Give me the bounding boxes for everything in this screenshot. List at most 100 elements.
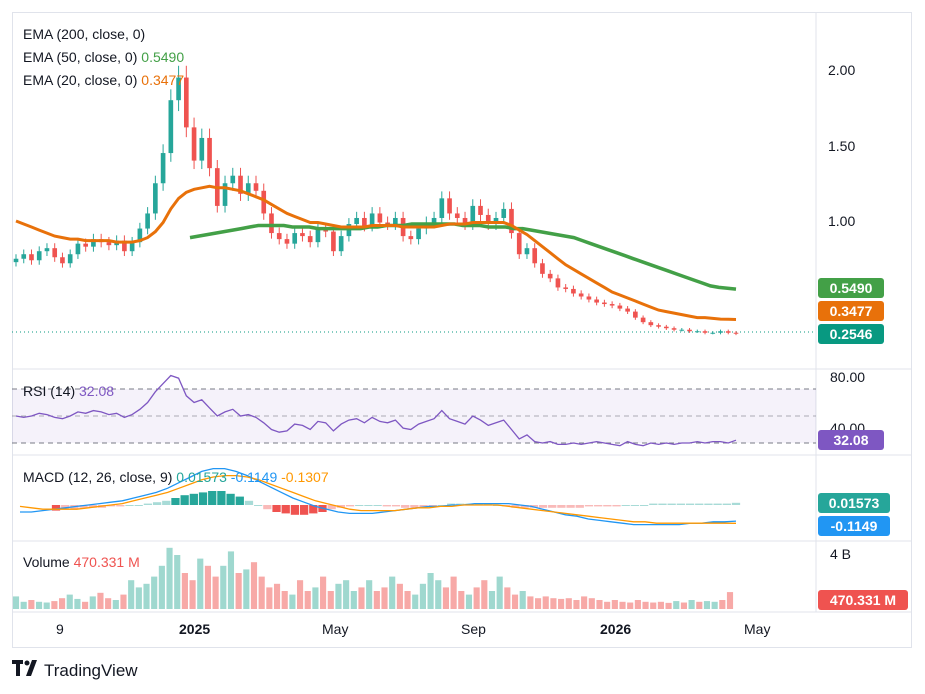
volume-bar [12, 596, 20, 609]
macd-histogram-bar [107, 505, 116, 507]
macd-histogram-bar [621, 505, 630, 506]
macd-histogram-bar [373, 505, 382, 506]
macd-histogram-bar [612, 505, 621, 507]
macd-histogram-bar [235, 496, 244, 505]
volume-label: Volume [23, 554, 70, 570]
volume-bar [634, 600, 641, 609]
candle-body [454, 213, 460, 218]
volume-bar [89, 596, 96, 609]
macd-histogram-bar [713, 503, 722, 505]
volume-bar [289, 594, 296, 609]
candle-body [671, 328, 677, 330]
candle-body [532, 248, 538, 264]
macd-histogram-bar [116, 505, 125, 507]
volume-bar [627, 602, 634, 609]
volume-bar [458, 591, 465, 609]
macd-histogram-bar [456, 503, 465, 505]
macd-histogram-bar [309, 505, 318, 514]
candle-body [408, 236, 414, 240]
candle-body [385, 222, 390, 225]
candle-body [60, 257, 65, 264]
candle-body [555, 278, 561, 288]
macd-histogram-bar [254, 505, 263, 506]
volume-bar [504, 587, 511, 609]
volume-bar [404, 591, 411, 609]
macd-histogram-bar [263, 505, 272, 510]
macd-histogram-bar [584, 505, 594, 507]
macd-histogram-bar [88, 505, 97, 508]
candle-body [547, 273, 553, 279]
candle-body [725, 331, 731, 333]
candle-body [501, 208, 507, 218]
candle-body [694, 331, 700, 333]
candle-body [416, 228, 421, 240]
macd-histogram-bar [299, 505, 309, 515]
candle-body [153, 183, 158, 214]
candle-body [29, 254, 34, 261]
volume-bar [35, 601, 43, 609]
candle-body [369, 213, 375, 226]
volume-bar [427, 573, 434, 609]
candle-body [470, 205, 476, 225]
rsi-legend[interactable]: RSI (14) 32.08 [23, 383, 114, 399]
volume-bar [511, 594, 519, 609]
macd-histogram-bar [391, 505, 401, 507]
volume-bar [366, 580, 373, 609]
macd-histogram-bar [483, 503, 493, 505]
volume-legend[interactable]: Volume 470.331 M [23, 554, 140, 570]
rsi-label: RSI (14) [23, 383, 76, 399]
macd-histogram-bar [428, 505, 437, 507]
candle-body [284, 239, 290, 244]
legend-ema20[interactable]: EMA (20, close, 0) 0.3477 [23, 72, 184, 88]
macd-histogram-bar [189, 493, 198, 505]
volume-bar [565, 598, 572, 609]
candle-body [129, 242, 135, 252]
price-axis-label-2: 2.00 [828, 62, 856, 78]
candle-body [702, 331, 708, 333]
brand[interactable]: TradingView [12, 660, 138, 681]
legend-ema50[interactable]: EMA (50, close, 0) 0.5490 [23, 49, 184, 65]
candle-body [36, 251, 42, 261]
macd-histogram-bar [61, 505, 70, 510]
candle-body [578, 293, 584, 297]
candle-body [207, 137, 212, 169]
volume-bar [488, 591, 496, 609]
volume-bar [527, 596, 534, 609]
macd-histogram-bar [143, 503, 153, 505]
price-tag-ema50: 0.5490 [818, 278, 884, 298]
volume-bar [197, 558, 204, 609]
volume-bar [611, 600, 618, 609]
candle-body [354, 217, 359, 225]
time-label-2026: 2026 [600, 621, 632, 637]
volume-bar [243, 569, 250, 609]
tv-logo-icon [12, 660, 38, 681]
candle-body [238, 175, 243, 194]
candle-body [83, 243, 88, 247]
candle-body [393, 217, 398, 225]
volume-bar [343, 580, 350, 609]
macd-histogram-bar [630, 505, 640, 506]
volume-bar [396, 583, 403, 609]
volume-bar [412, 594, 419, 609]
volume-bar [327, 591, 334, 609]
macd-line [20, 467, 737, 526]
legend-ema200[interactable]: EMA (200, close, 0) [23, 26, 145, 42]
candle-body [253, 183, 259, 191]
macd-legend[interactable]: MACD (12, 26, close, 9) 0.01573 -0.1149 … [23, 469, 329, 485]
volume-bar [189, 580, 196, 609]
volume-axis-top: 4 B [830, 546, 852, 562]
macd-histogram-bar [685, 503, 695, 505]
volume-bar [688, 600, 695, 609]
macd-histogram-bar [594, 505, 603, 507]
volume-bar [534, 598, 542, 609]
volume-bar [473, 587, 480, 609]
volume-bar [726, 592, 734, 609]
volume-bar [20, 601, 27, 609]
candle-body [269, 213, 274, 234]
volume-bar [120, 594, 127, 609]
candle-body [485, 214, 491, 225]
candle-body [563, 287, 568, 289]
macd-histogram-bar [722, 503, 731, 505]
candle-body [509, 208, 514, 234]
